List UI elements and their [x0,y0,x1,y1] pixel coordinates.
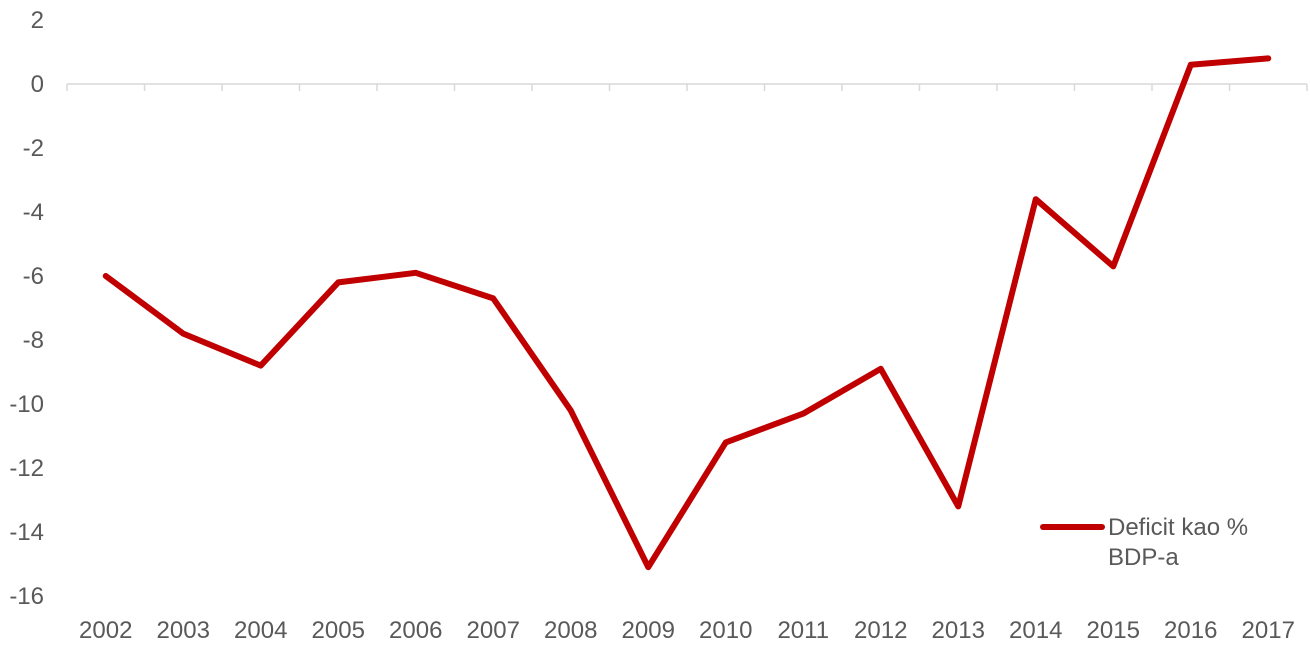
y-axis-ticks: 2 0 -2 -4 -6 -8 -10 -12 -14 -16 [9,7,44,610]
legend: Deficit kao % BDP-a [1040,514,1248,571]
y-tick-label: -8 [23,327,44,354]
x-tick-label: 2013 [932,617,985,644]
y-tick-label: -14 [9,519,44,546]
x-axis [66,83,1308,91]
x-tick-label: 2004 [234,617,287,644]
y-tick-label: -2 [23,135,44,162]
x-tick-label: 2016 [1164,617,1217,644]
x-tick-label: 2003 [157,617,210,644]
y-tick-label: 0 [31,71,44,98]
x-tick-label: 2006 [389,617,442,644]
x-tick-label: 2005 [312,617,365,644]
x-tick-label: 2002 [79,617,132,644]
x-tick-label: 2010 [699,617,752,644]
y-tick-label: -4 [23,199,44,226]
y-tick-label: -12 [9,455,44,482]
x-tick-label: 2012 [854,617,907,644]
x-tick-label: 2017 [1242,617,1295,644]
x-tick-label: 2009 [622,617,675,644]
x-axis-ticks: 2002 2003 2004 2005 2006 2007 2008 2009 2010 2011… [79,617,1295,644]
legend-label-line-2: BDP-a [1108,544,1179,571]
x-tick-label: 2015 [1087,617,1140,644]
series-group [102,55,1272,571]
legend-label-line-1: Deficit kao % [1108,514,1248,541]
y-tick-label: -16 [9,583,44,610]
x-tick-label: 2007 [467,617,520,644]
series-line [102,55,1272,571]
x-tick-label: 2014 [1009,617,1062,644]
y-tick-label: -6 [23,263,44,290]
y-tick-label: 2 [31,7,44,34]
y-tick-label: -10 [9,391,44,418]
x-tick-label: 2008 [544,617,597,644]
x-tick-label: 2011 [777,617,829,644]
